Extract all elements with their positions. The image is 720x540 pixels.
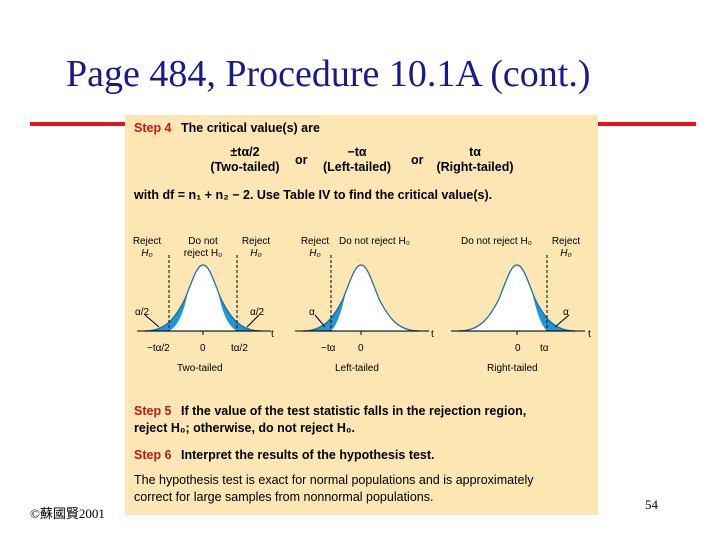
procedure-panel: Step 4 The critical value(s) are ±tα/2 (… <box>125 115 598 515</box>
g2-caption: Left-tailed <box>335 363 379 374</box>
g1-reject-right: Reject H₀ <box>236 236 276 260</box>
title-rule-right <box>598 122 696 126</box>
footer-copyright: ©蘇國賢2001 <box>30 506 105 521</box>
step6-text: Interpret the results of the hypothesis … <box>181 448 435 462</box>
g1-reject-right-word: Reject <box>241 236 271 247</box>
g1-caption: Two-tailed <box>177 363 223 374</box>
critical-two-caption: (Two-tailed) <box>210 160 280 174</box>
g3-reject: Reject H₀ <box>546 236 586 260</box>
title-rule-left <box>30 122 126 126</box>
step5-text2: reject H₀; otherwise, do not reject H₀. <box>134 421 356 435</box>
page-number: 54 <box>645 497 658 512</box>
g2-reject-h: H₀ <box>309 248 321 259</box>
g1-alpha-left: α/2 <box>135 307 150 318</box>
left-tailed-graph <box>295 255 429 335</box>
g1-do-not: Do not reject H₀ <box>175 236 231 260</box>
note-line1: The hypothesis test is exact for normal … <box>134 473 534 487</box>
critical-left-caption: (Left-tailed) <box>322 160 392 174</box>
g1-tick-mid: 0 <box>200 343 206 354</box>
g1-axis-label: t <box>271 329 274 340</box>
g1-tick-right: tα/2 <box>231 343 248 354</box>
g1-do-not-h: reject H₀ <box>183 248 223 259</box>
critical-left-value: −tα <box>347 145 367 159</box>
g1-reject-right-h: H₀ <box>250 248 262 259</box>
g3-reject-h: H₀ <box>560 248 572 259</box>
slide-title: Page 484, Procedure 10.1A (cont.) <box>66 53 591 95</box>
g2-tick-left: −tα <box>321 343 336 354</box>
g2-do-not: Do not reject H₀ <box>339 236 410 247</box>
critical-left-tailed: −tα (Left-tailed) <box>311 145 403 175</box>
g3-do-not: Do not reject H₀ <box>461 236 532 247</box>
step6-line: Step 6 Interpret the results of the hypo… <box>134 448 435 462</box>
step6-label: Step 6 <box>134 448 172 462</box>
g1-reject-left-word: Reject <box>132 236 162 247</box>
g2-axis-label: t <box>431 329 434 340</box>
step4-label: Step 4 <box>134 121 172 135</box>
step4-line: Step 4 The critical value(s) are <box>134 121 320 135</box>
g2-alpha: α <box>309 307 315 318</box>
or-2: or <box>411 153 424 167</box>
g1-do-not-word: Do not <box>188 236 218 247</box>
step5-text1: If the value of the test statistic falls… <box>181 404 527 418</box>
step4-text: The critical value(s) are <box>181 121 320 135</box>
g2-tick-mid: 0 <box>358 343 364 354</box>
g3-axis-label: t <box>588 329 591 340</box>
critical-right-tailed: tα (Right-tailed) <box>425 145 525 175</box>
g3-alpha: α <box>563 307 569 318</box>
t-distribution-curves <box>137 255 585 335</box>
g3-tick-right: tα <box>540 343 549 354</box>
step5-line1: Step 5 If the value of the test statisti… <box>134 404 526 418</box>
critical-two-value: ±tα/2 <box>230 145 260 159</box>
g3-reject-word: Reject <box>551 236 581 247</box>
g3-tick-mid: 0 <box>515 343 521 354</box>
g1-tick-left: −tα/2 <box>147 343 170 354</box>
g2-reject-word: Reject <box>300 236 330 247</box>
g1-alpha-right: α/2 <box>250 307 265 318</box>
df-text: with df = n₁ + n₂ − 2. Use Table IV to f… <box>134 188 493 202</box>
g1-reject-left-h: H₀ <box>141 248 153 259</box>
g2-reject: Reject H₀ <box>295 236 335 260</box>
right-tailed-graph <box>451 255 585 335</box>
or-1: or <box>295 153 308 167</box>
g1-reject-left: Reject H₀ <box>127 236 167 260</box>
critical-right-value: tα <box>469 145 481 159</box>
note-line2: correct for large samples from nonnormal… <box>134 490 434 504</box>
two-tailed-graph <box>137 255 271 335</box>
step5-label: Step 5 <box>134 404 172 418</box>
critical-two-tailed: ±tα/2 (Two-tailed) <box>195 145 295 175</box>
critical-right-caption: (Right-tailed) <box>436 160 514 174</box>
g3-caption: Right-tailed <box>487 363 538 374</box>
